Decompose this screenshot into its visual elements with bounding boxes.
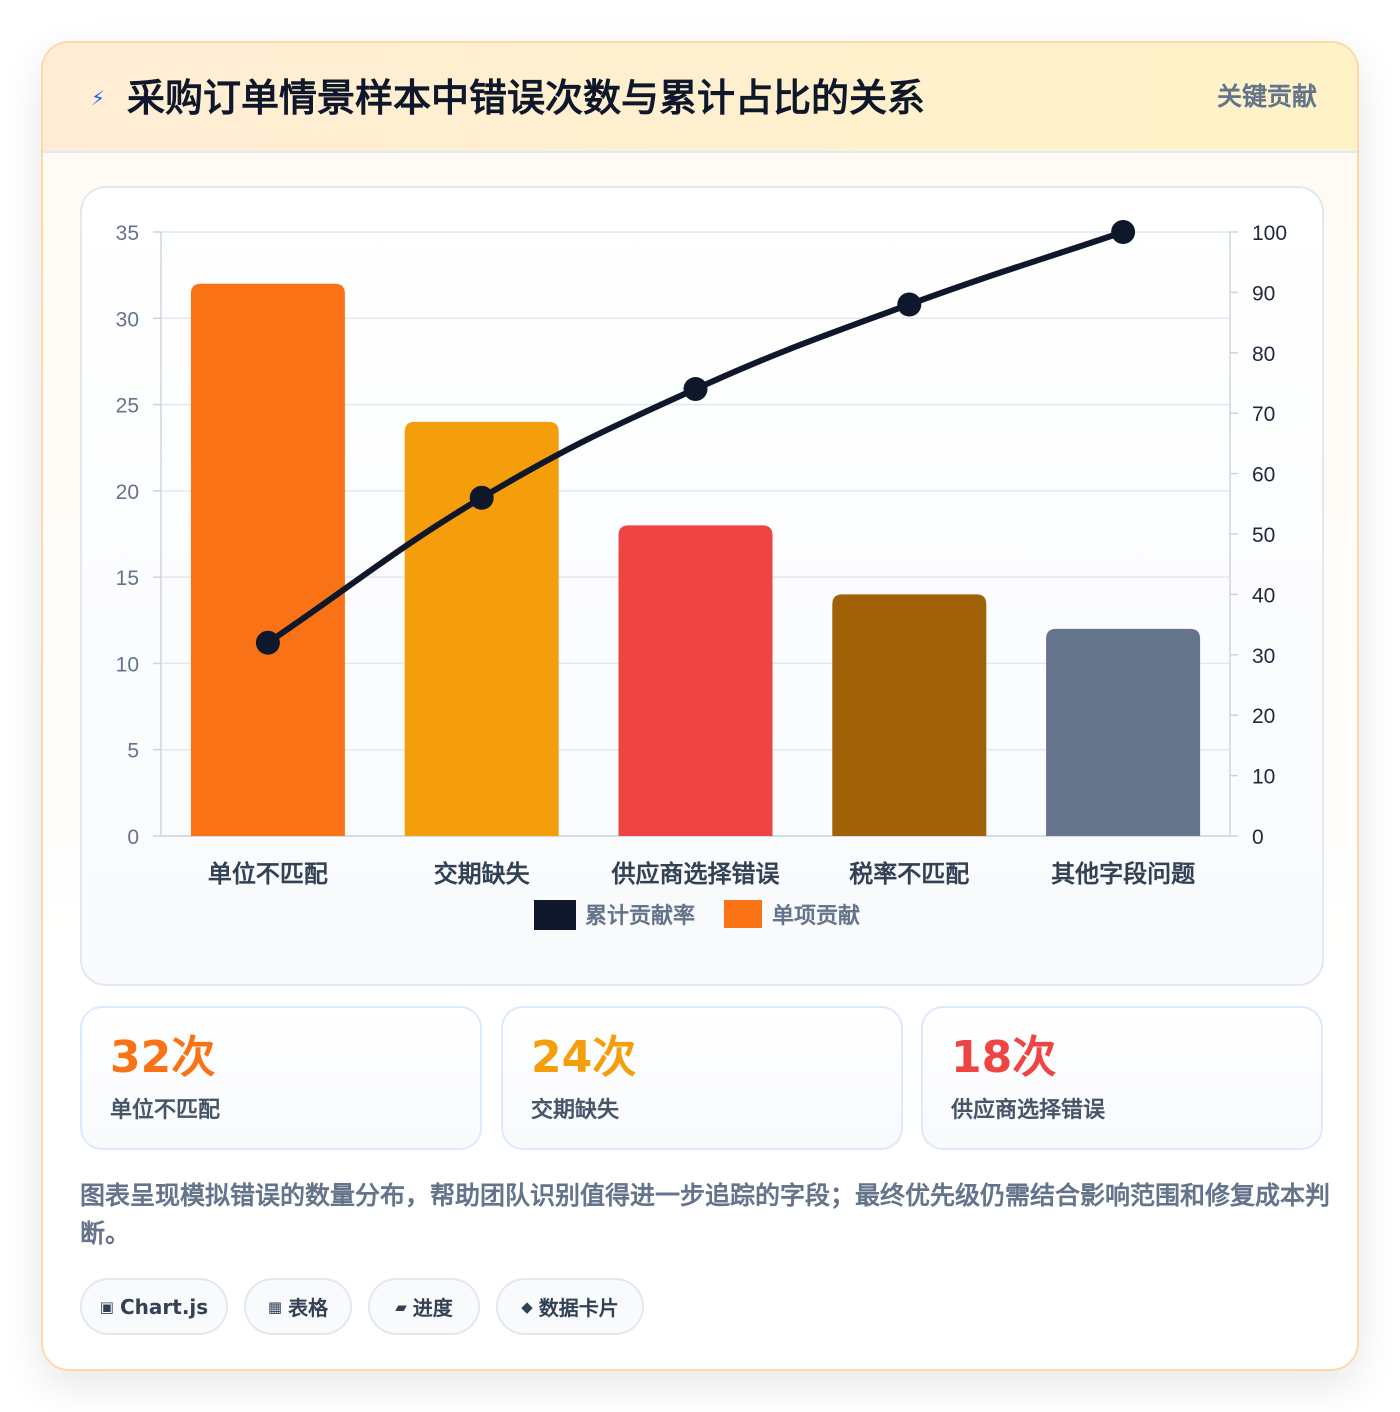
y-right-tick-label: 20 — [1252, 705, 1275, 728]
line-point — [255, 630, 280, 655]
page-title: 采购订单情景样本中错误次数与累计占比的关系 — [127, 76, 926, 120]
stat-label: 交期缺失 — [531, 1098, 620, 1123]
chip-table[interactable]: ▦ 表格 — [244, 1278, 352, 1335]
bar — [1046, 628, 1201, 836]
chart-panel: 0 5 10 15 20 25 30 35 0 10 20 30 40 50 60 70 80 90 100 单位不匹… — [80, 186, 1324, 986]
legend-label: 累计贡献率 — [585, 903, 695, 929]
y-right-tick-label: 80 — [1252, 343, 1275, 366]
x-tick-label: 其他字段问题 — [1051, 860, 1195, 888]
stat-value: 32次 — [110, 1032, 216, 1083]
stat-value: 24次 — [531, 1032, 637, 1083]
y-right-tick-label: 10 — [1252, 766, 1275, 789]
header-tag: 关键贡献 — [1216, 82, 1317, 111]
report-card: ⚡ 采购订单情景样本中错误次数与累计占比的关系 关键贡献 0 5 10 15 20 25 3… — [41, 41, 1359, 1371]
chip-label: 数据卡片 — [538, 1296, 619, 1320]
bar — [618, 525, 773, 836]
table-icon: ▦ — [267, 1297, 283, 1316]
line-point — [1111, 220, 1136, 244]
chip-label: 表格 — [288, 1296, 329, 1320]
y-right-tick-label: 0 — [1252, 826, 1264, 849]
x-tick-label: 税率不匹配 — [849, 860, 969, 888]
y-left-tick-label: 20 — [116, 481, 139, 504]
y-right-tick-label: 100 — [1252, 222, 1287, 245]
bar — [190, 283, 345, 836]
legend-label: 单项贡献 — [772, 903, 860, 929]
legend-swatch — [534, 900, 576, 930]
line-point — [683, 377, 708, 402]
stat-card-2: 24次 交期缺失 — [501, 1006, 903, 1150]
line-point — [897, 292, 922, 317]
y-right-tick-label: 70 — [1252, 403, 1275, 426]
x-tick-label: 单位不匹配 — [208, 860, 328, 888]
stat-label: 单位不匹配 — [110, 1098, 221, 1123]
chip-label: 进度 — [412, 1296, 453, 1320]
y-right-tick-label: 60 — [1252, 464, 1275, 487]
y-left-tick-label: 15 — [116, 567, 139, 590]
y-left-tick-label: 10 — [116, 653, 139, 676]
progress-icon: ▰ — [395, 1297, 407, 1316]
chart-note: 图表呈现模拟错误的数量分布，帮助团队识别值得进一步追踪的字段；最终优先级仍需结合… — [80, 1181, 1331, 1248]
y-right-tick-label: 40 — [1252, 584, 1275, 607]
card-header: ⚡ 采购订单情景样本中错误次数与累计占比的关系 关键贡献 — [43, 43, 1357, 153]
y-left-tick-label: 0 — [127, 826, 139, 849]
y-left-tick-label: 35 — [116, 222, 139, 245]
y-right-tick-label: 90 — [1252, 282, 1275, 305]
stat-value: 18次 — [951, 1032, 1057, 1083]
chip-label: Chart.js — [119, 1294, 209, 1319]
lightning-icon: ⚡ — [90, 86, 106, 110]
x-tick-label: 供应商选择错误 — [611, 860, 781, 888]
legend-swatch — [724, 900, 762, 928]
chip-data-card[interactable]: ◆ 数据卡片 — [496, 1278, 644, 1335]
y-left-tick-label: 30 — [116, 308, 139, 331]
chip-progress[interactable]: ▰ 进度 — [368, 1278, 480, 1335]
line-point — [469, 485, 494, 510]
diamond-icon: ◆ — [521, 1297, 533, 1316]
chart-icon: ▣ — [99, 1297, 114, 1316]
stat-label: 供应商选择错误 — [951, 1098, 1106, 1123]
x-tick-label: 交期缺失 — [434, 860, 531, 888]
y-right-tick-label: 30 — [1252, 645, 1275, 668]
y-right-tick-label: 50 — [1252, 524, 1275, 547]
chip-chartjs[interactable]: ▣ Chart.js — [80, 1278, 228, 1335]
stat-card-1: 32次 单位不匹配 — [80, 1006, 482, 1150]
bar — [832, 594, 987, 836]
pareto-chart: 0 5 10 15 20 25 30 35 0 10 20 30 40 50 60 70 80 90 100 单位不匹… — [116, 220, 1287, 930]
y-left-tick-label: 25 — [116, 395, 139, 418]
y-left-tick-label: 5 — [127, 740, 139, 763]
bar — [404, 421, 559, 836]
stat-card-3: 18次 供应商选择错误 — [921, 1006, 1323, 1150]
